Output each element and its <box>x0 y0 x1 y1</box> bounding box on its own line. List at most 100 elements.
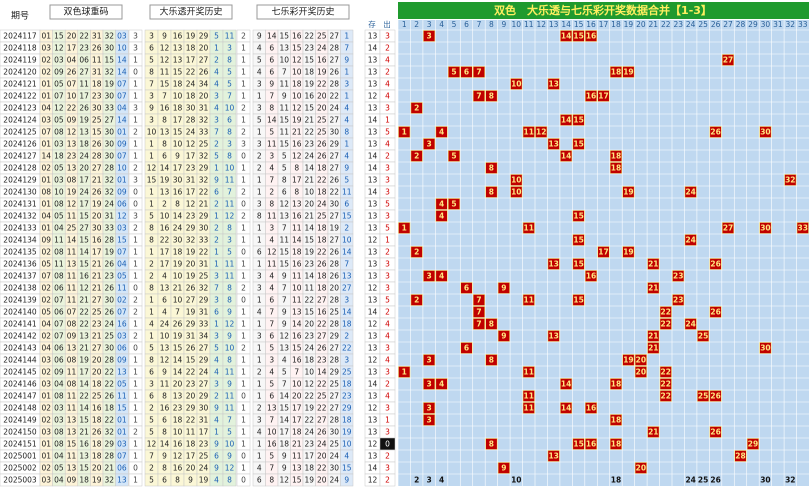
summary-number: 25 <box>698 476 708 485</box>
dlt-number: 9 <box>227 452 232 461</box>
qlc-number: 9 <box>344 56 349 65</box>
qlc-number: 11 <box>279 104 289 113</box>
qlc-number: 22 <box>329 188 339 197</box>
qlc-number: 16 <box>292 332 302 341</box>
ssq-number: 03 <box>117 224 127 233</box>
chu: 2 <box>385 68 390 77</box>
grid-title-bg <box>398 2 809 19</box>
dlt-number: 2 <box>214 392 219 401</box>
qlc-number: 14 <box>279 392 289 401</box>
dlt-number: 5 <box>149 416 154 425</box>
dlt-number: 18 <box>173 416 183 425</box>
qlc-number: 3 <box>257 140 262 149</box>
ssq-number: 14 <box>79 404 89 413</box>
hit-number: 7 <box>476 308 481 317</box>
ssq-repeat: 1 <box>133 356 138 365</box>
dlt-number: 29 <box>199 212 209 221</box>
summary-number: 4 <box>439 476 444 485</box>
grid-col-label: 7 <box>477 20 482 29</box>
dlt-number: 8 <box>175 476 180 485</box>
ssq-number: 02 <box>42 56 52 65</box>
summary-number: 10 <box>511 476 521 485</box>
hit-number: 3 <box>427 416 432 425</box>
ssq-number: 15 <box>67 440 77 449</box>
dlt-number: 32 <box>186 236 196 245</box>
hit-number: 16 <box>586 272 596 281</box>
hit-cell <box>472 90 485 102</box>
qlc-number: 4 <box>257 308 262 317</box>
ssq-number: 02 <box>117 296 127 305</box>
chu: 2 <box>385 380 390 389</box>
hit-number: 2 <box>414 104 419 113</box>
ssq-number: 28 <box>105 356 115 365</box>
hit-cell <box>684 234 697 246</box>
ssq-number: 18 <box>92 440 102 449</box>
qlc-number: 16 <box>292 32 302 41</box>
ssq-number: 03 <box>42 380 52 389</box>
ssq-number: 22 <box>105 416 115 425</box>
ssq-repeat: 1 <box>133 440 138 449</box>
dlt-number: 16 <box>160 104 170 113</box>
ssq-number: 21 <box>92 284 102 293</box>
dlt-repeat: 1 <box>241 44 246 53</box>
hit-cell <box>572 138 585 150</box>
hit-cell <box>485 162 498 174</box>
hit-number: 13 <box>548 80 558 89</box>
dlt-number: 12 <box>186 200 196 209</box>
ssq-number: 26 <box>92 44 102 53</box>
dlt-number: 16 <box>160 224 170 233</box>
ssq-number: 20 <box>92 356 102 365</box>
ssq-number: 03 <box>42 476 52 485</box>
ssq-number: 32 <box>105 188 115 197</box>
hit-number: 19 <box>623 248 633 257</box>
ssq-number: 09 <box>117 140 127 149</box>
qlc-number: 4 <box>269 164 274 173</box>
qlc-number: 26 <box>329 248 339 257</box>
dlt-number: 27 <box>199 344 209 353</box>
qlc-number: 1 <box>257 176 262 185</box>
qlc-number: 1 <box>257 260 262 269</box>
qlc-number: 18 <box>304 356 314 365</box>
ssq-number: 10 <box>117 44 127 53</box>
ssq-number: 17 <box>92 248 102 257</box>
ssq-number: 03 <box>54 416 64 425</box>
chu: 3 <box>385 284 390 293</box>
dlt-repeat: 1 <box>241 92 246 101</box>
dlt-number: 16 <box>173 188 183 197</box>
ssq-number: 06 <box>54 344 64 353</box>
qlc-number: 1 <box>257 188 262 197</box>
hit-number: 18 <box>611 164 621 173</box>
chu: 2 <box>385 44 390 53</box>
ssq-repeat: 1 <box>133 260 138 269</box>
ssq-number: 02 <box>42 416 52 425</box>
grid-col-label: 28 <box>736 20 746 29</box>
dlt-number: 3 <box>227 140 232 149</box>
chu: 1 <box>385 416 390 425</box>
dlt-number: 23 <box>199 440 209 449</box>
ssq-number: 16 <box>117 320 127 329</box>
qlc-number: 18 <box>292 80 302 89</box>
hit-number: 28 <box>735 452 745 461</box>
chu: 4 <box>385 392 390 401</box>
qlc-number: 10 <box>267 428 277 437</box>
dlt-number: 16 <box>173 464 183 473</box>
dlt-repeat: 1 <box>241 332 246 341</box>
dlt-repeat: 1 <box>241 236 246 245</box>
ssq-number: 11 <box>117 392 127 401</box>
period: 2024131 <box>3 200 37 209</box>
ssq-number: 32 <box>105 68 115 77</box>
ssq-number: 15 <box>54 32 64 41</box>
qlc-number: 13 <box>267 404 277 413</box>
dlt-number: 11 <box>225 32 235 41</box>
hit-number: 15 <box>573 236 583 245</box>
qlc-number: 10 <box>304 368 314 377</box>
hit-cell <box>722 222 735 234</box>
qlc-number: 26 <box>317 152 327 161</box>
qlc-number: 5 <box>257 116 262 125</box>
ssq-number: 30 <box>105 92 115 101</box>
ssq-repeat: 1 <box>133 416 138 425</box>
dlt-number: 11 <box>225 368 235 377</box>
qlc-number: 16 <box>292 140 302 149</box>
hit-cell <box>622 66 635 78</box>
dlt-number: 16 <box>173 440 183 449</box>
